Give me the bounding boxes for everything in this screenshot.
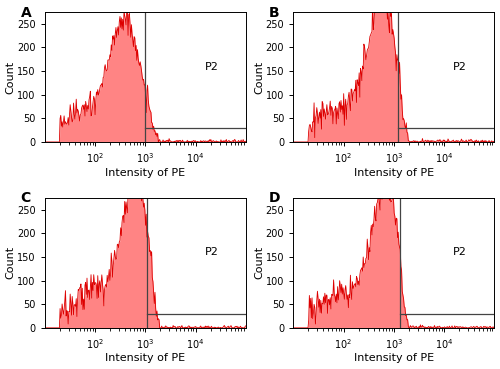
X-axis label: Intensity of PE: Intensity of PE bbox=[354, 354, 434, 363]
Text: P2: P2 bbox=[204, 248, 218, 258]
X-axis label: Intensity of PE: Intensity of PE bbox=[105, 354, 186, 363]
X-axis label: Intensity of PE: Intensity of PE bbox=[354, 168, 434, 177]
Y-axis label: Count: Count bbox=[6, 246, 16, 279]
Text: D: D bbox=[269, 192, 280, 206]
Y-axis label: Count: Count bbox=[254, 246, 264, 279]
Text: P2: P2 bbox=[204, 62, 218, 72]
Text: P2: P2 bbox=[454, 248, 467, 258]
Y-axis label: Count: Count bbox=[254, 61, 264, 94]
X-axis label: Intensity of PE: Intensity of PE bbox=[105, 168, 186, 177]
Y-axis label: Count: Count bbox=[6, 61, 16, 94]
Text: P2: P2 bbox=[454, 62, 467, 72]
Text: A: A bbox=[20, 6, 31, 20]
Text: B: B bbox=[269, 6, 280, 20]
Text: C: C bbox=[20, 192, 30, 206]
